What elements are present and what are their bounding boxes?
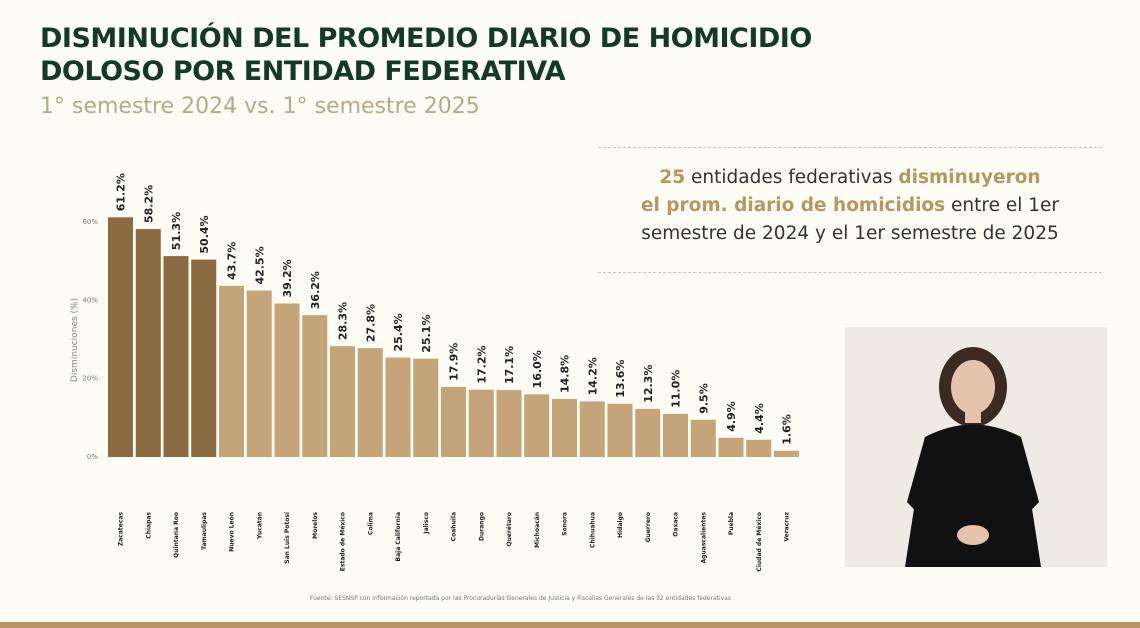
data-label: 36.2%: [309, 271, 322, 309]
x-tick-label: Quintana Roo: [173, 512, 180, 558]
bar: [496, 390, 522, 457]
data-label: 17.9%: [448, 343, 461, 381]
data-label: 25.4%: [392, 313, 405, 351]
bar: [108, 217, 133, 457]
data-label: 16.0%: [531, 350, 544, 388]
bar: [635, 408, 661, 457]
bar: [552, 399, 577, 457]
bar: [524, 394, 550, 457]
data-label: 9.5%: [697, 383, 710, 414]
callout-highlight-1: disminuyeron: [898, 167, 1041, 188]
bar: [663, 413, 688, 457]
bar: [219, 285, 244, 457]
x-tick-label: San Luis Potosí: [284, 511, 291, 564]
page-title: DISMINUCIÓN DEL PROMEDIO DIARIO DE HOMIC…: [40, 22, 812, 88]
x-tick-label: Coahuila: [451, 512, 458, 541]
x-tick-label: Guerrero: [645, 512, 652, 542]
data-label: 12.3%: [642, 365, 655, 403]
callout-highlight-2: el prom. diario de homicidios: [640, 195, 946, 216]
data-label: 14.8%: [559, 355, 572, 393]
x-tick-label: Sonora: [562, 512, 569, 536]
data-label: 25.1%: [420, 315, 433, 353]
x-tick-label: Chiapas: [145, 512, 152, 539]
x-tick-label: Querétaro: [506, 512, 513, 546]
data-label: 39.2%: [281, 259, 294, 297]
data-label: 42.5%: [253, 246, 266, 284]
callout-text-2: entre el 1er: [945, 195, 1060, 216]
x-tick-label: Morelos: [312, 512, 319, 539]
callout-text-3: semestre de 2024 y el 1er semestre de 20…: [641, 223, 1059, 244]
x-tick-label: Hidalgo: [617, 512, 624, 538]
data-label: 43.7%: [226, 242, 239, 280]
x-tick-label: Colima: [367, 512, 374, 535]
x-tick-label: Puebla: [728, 512, 735, 535]
bar: [246, 290, 272, 457]
bar: [607, 403, 633, 457]
bottom-accent-bar: [0, 622, 1140, 628]
bar-chart: 0% 20% 40% 60% Disminuciones (%) 61.2% Zacatec…: [70, 173, 799, 572]
bar: [690, 419, 716, 457]
x-tick-label: Ciudad de México: [756, 512, 763, 572]
data-label: 17.1%: [503, 346, 516, 384]
bar: [357, 348, 383, 457]
bar: [163, 256, 189, 457]
callout-count: 25: [659, 167, 686, 188]
x-tick-label: Baja California: [395, 512, 402, 561]
x-tick-label: Michoacán: [534, 512, 541, 548]
subtitle: 1° semestre 2024 vs. 1° semestre 2025: [40, 94, 480, 119]
bar: [385, 357, 411, 457]
bar: [302, 315, 328, 457]
data-label: 17.2%: [475, 345, 488, 383]
y-tick-label: 0%: [87, 453, 98, 461]
x-tick-label: Aguascalientes: [700, 512, 707, 564]
bar: [774, 450, 799, 457]
data-label: 14.2%: [586, 357, 599, 395]
x-tick-label: Oaxaca: [673, 512, 680, 537]
bar: [441, 386, 466, 457]
y-tick-label: 40%: [82, 296, 98, 304]
data-label: 51.3%: [170, 212, 183, 250]
callout-text-1: entidades federativas: [685, 167, 899, 188]
y-tick-label: 60%: [82, 218, 98, 226]
title-line-1: DISMINUCIÓN DEL PROMEDIO DIARIO DE HOMIC…: [40, 23, 812, 54]
x-tick-label: Nuevo León: [229, 512, 236, 552]
data-label: 58.2%: [142, 185, 155, 223]
y-tick-label: 20%: [82, 375, 98, 383]
bar: [746, 439, 772, 457]
title-line-2: DOLOSO POR ENTIDAD FEDERATIVA: [40, 56, 566, 87]
data-label: 1.6%: [781, 414, 794, 445]
sign-language-interpreter-video: [845, 327, 1107, 567]
data-label: 27.8%: [364, 304, 377, 342]
interpreter-figure: [905, 347, 1041, 567]
bar: [718, 437, 744, 457]
x-tick-label: Tamaulipas: [201, 512, 208, 550]
x-tick-label: Durango: [478, 512, 485, 541]
bar: [274, 303, 300, 457]
x-tick-label: Jalisco: [423, 512, 430, 535]
data-label: 4.9%: [725, 401, 738, 432]
callout-box: 25 entidades federativas disminuyeron el…: [598, 147, 1102, 273]
bar: [468, 389, 494, 457]
x-tick-label: Veracruz: [784, 511, 791, 541]
data-label: 11.0%: [670, 370, 683, 408]
data-label: 4.4%: [753, 403, 766, 434]
y-axis-label: Disminuciones (%): [70, 298, 80, 382]
bar: [191, 259, 217, 457]
x-tick-label: Yucatán: [256, 512, 263, 540]
source-note: Fuente: SESNSP con información reportada…: [310, 595, 732, 602]
data-label: 50.4%: [198, 215, 211, 253]
x-tick-label: Estado de México: [340, 512, 347, 571]
data-label: 13.6%: [614, 360, 627, 398]
x-tick-label: Zacatecas: [118, 512, 125, 547]
data-label: 28.3%: [337, 302, 350, 340]
x-tick-label: Chihuahua: [589, 512, 596, 548]
bar: [330, 346, 355, 457]
bar: [579, 401, 605, 457]
data-label: 61.2%: [115, 173, 128, 211]
bar: [135, 229, 161, 457]
bar: [413, 358, 439, 457]
